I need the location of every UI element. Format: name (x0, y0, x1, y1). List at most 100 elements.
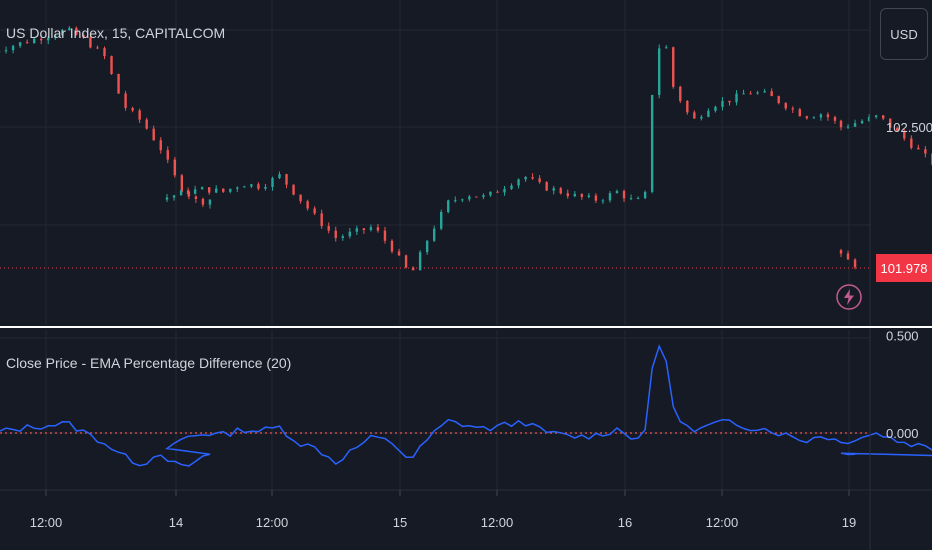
candle (313, 206, 316, 216)
candle (103, 46, 106, 60)
candle (110, 55, 113, 75)
candle (665, 45, 668, 49)
candle (777, 95, 780, 105)
candle (839, 248, 843, 258)
candle (496, 190, 499, 193)
candle (355, 225, 359, 236)
candle (243, 185, 246, 188)
candle (208, 199, 212, 209)
candle (222, 188, 225, 193)
candle (172, 194, 176, 201)
candle (418, 250, 422, 271)
candle (334, 226, 337, 242)
candle (826, 112, 830, 121)
candle (566, 189, 569, 199)
candle (552, 185, 555, 195)
candle (853, 119, 857, 128)
candle (306, 199, 309, 211)
candle (903, 129, 906, 141)
x-tick-label: 12:00 (706, 515, 739, 530)
candle (278, 171, 281, 180)
candle (657, 44, 661, 99)
last-price-badge: 101.978 (876, 254, 932, 282)
symbol-title[interactable]: US Dollar Index, 15, CAPITALCOM (6, 25, 226, 41)
candle (629, 194, 633, 201)
candle (538, 175, 541, 184)
y-tick-label: 0.000 (886, 426, 919, 441)
candle (229, 188, 232, 194)
candle (159, 137, 162, 154)
candle (194, 195, 198, 203)
candle (425, 240, 429, 255)
candle (735, 90, 738, 106)
candle (846, 124, 850, 129)
candle (383, 227, 387, 244)
candle (348, 228, 352, 239)
candle (447, 199, 450, 214)
x-tick-label: 12:00 (256, 515, 289, 530)
x-tick-label: 12:00 (30, 515, 63, 530)
candlestick-series (0, 26, 932, 271)
candle (236, 186, 239, 193)
candle (853, 258, 857, 270)
candle (165, 193, 169, 203)
candle (707, 108, 710, 118)
candle (257, 182, 260, 191)
candle (271, 176, 274, 191)
candle (468, 194, 471, 202)
candle (250, 183, 253, 189)
candle (924, 146, 927, 158)
candle (545, 181, 548, 192)
x-tick-label: 12:00 (481, 515, 514, 530)
candle (714, 105, 717, 113)
candle (152, 125, 155, 141)
candle (180, 173, 184, 194)
candle (819, 113, 823, 121)
lightning-bolt-icon[interactable] (835, 283, 863, 311)
candle (179, 189, 183, 196)
candle (404, 254, 408, 269)
candle (573, 191, 577, 198)
candle (503, 185, 506, 196)
candle (608, 191, 612, 203)
candle (867, 114, 871, 122)
candle (362, 228, 366, 234)
candle (475, 196, 478, 198)
candle (285, 173, 288, 189)
candle (874, 114, 878, 119)
candle (299, 194, 302, 204)
candle (672, 46, 675, 89)
x-tick-label: 14 (169, 515, 183, 530)
candle (138, 108, 141, 123)
candle (215, 185, 218, 194)
candle (89, 33, 92, 49)
candle (587, 192, 591, 199)
indicator-title[interactable]: Close Price - EMA Percentage Difference … (6, 355, 292, 371)
candle (390, 239, 394, 254)
candle (320, 209, 323, 229)
candle (201, 197, 205, 207)
candle (770, 88, 773, 97)
candle (763, 88, 766, 93)
candle (4, 46, 8, 54)
candle (61, 28, 64, 36)
candle (489, 191, 492, 197)
candle (292, 184, 295, 196)
candle (650, 94, 654, 194)
candle (461, 198, 464, 203)
candle (594, 193, 598, 203)
candle (742, 89, 745, 95)
pane-divider[interactable] (0, 326, 932, 328)
candle (601, 198, 605, 205)
candle (411, 266, 415, 271)
candle (397, 248, 401, 256)
candle (96, 45, 99, 50)
candle (47, 35, 50, 45)
candle (517, 178, 520, 189)
currency-button[interactable]: USD (880, 8, 928, 60)
candle (432, 225, 436, 243)
candle (510, 183, 513, 191)
candle (860, 119, 864, 125)
